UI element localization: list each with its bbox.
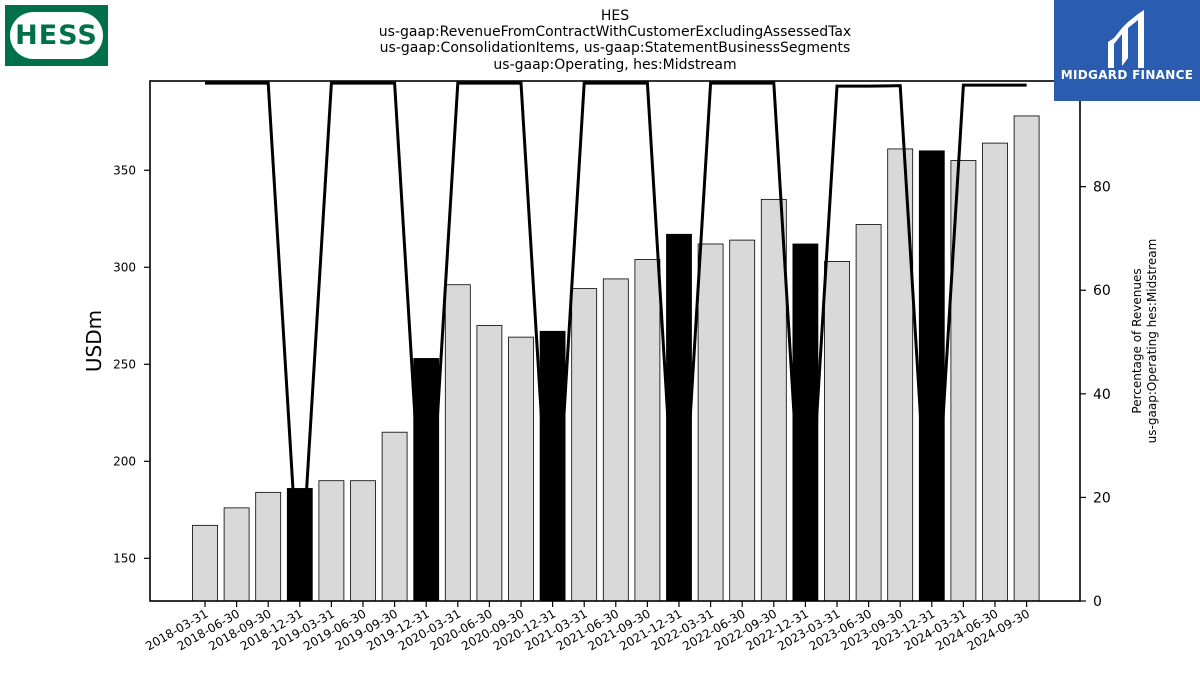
- midgard-finance-logo: MIDGARD FINANCE: [1054, 0, 1200, 101]
- y-left-tick-label-150: 150: [113, 551, 136, 565]
- y-right-tick-label-40: 40: [1093, 387, 1111, 403]
- bar-2021-12-31: [666, 233, 692, 602]
- percentage-line: [205, 81, 1027, 602]
- y-left-tick-label-300: 300: [113, 260, 136, 274]
- title-line-1: HES: [601, 8, 629, 24]
- bar-2022-06-30: [729, 239, 756, 602]
- hess-logo: HESS: [5, 5, 108, 66]
- bar-2018-06-30: [223, 507, 250, 602]
- bar-2022-03-31: [697, 243, 724, 602]
- bar-2022-09-30: [760, 198, 787, 602]
- y-right-tick-label-0: 0: [1093, 594, 1102, 610]
- bar-2023-12-31: [918, 150, 945, 602]
- y-left-tick-label-200: 200: [113, 454, 136, 468]
- y-axis-left: 150 200 250 300 350: [113, 163, 150, 565]
- bar-2021-06-30: [602, 278, 629, 602]
- bar-2022-12-31: [792, 243, 819, 602]
- bar-2018-03-31: [192, 524, 218, 602]
- bar-2020-06-30: [476, 325, 503, 602]
- bar-2023-03-31: [824, 261, 850, 602]
- y-left-tick-label-250: 250: [113, 357, 136, 371]
- y-right-tick-label-80: 80: [1093, 180, 1111, 196]
- bar-2020-09-30: [508, 336, 534, 602]
- bar-2018-09-30: [255, 491, 282, 602]
- bar-2021-03-31: [571, 288, 598, 602]
- chart-title: HES us-gaap:RevenueFromContractWithCusto…: [379, 8, 851, 73]
- bar-2019-06-30: [350, 480, 376, 602]
- hess-logo-badge: [10, 12, 103, 59]
- y-axis-right-label-line-1: Percentage of Revenues: [1130, 268, 1144, 413]
- percentage-line-series: [205, 81, 1027, 602]
- y-left-tick-label-350: 350: [113, 163, 136, 177]
- hess-logo-wordmark: HESS: [15, 20, 98, 51]
- title-line-2: us-gaap:RevenueFromContractWithCustomerE…: [379, 24, 851, 40]
- midgard-logo-wordmark: MIDGARD FINANCE: [1060, 68, 1194, 82]
- bar-2024-09-30: [1013, 115, 1040, 602]
- title-line-4: us-gaap:Operating, hes:Midstream: [493, 57, 736, 73]
- y-axis-right: 020406080100: [1080, 76, 1120, 610]
- y-axis-right-label-line-2: us-gaap:Operating hes:Midstream: [1145, 239, 1159, 444]
- bar-2023-06-30: [855, 224, 882, 602]
- bar-2021-09-30: [634, 259, 661, 602]
- y-axis-left-label: USDm: [82, 310, 106, 372]
- plot-frame: [149, 80, 1081, 602]
- y-axis-right-label: Percentage of Revenues us-gaap:Operating…: [1130, 239, 1159, 444]
- y-right-tick-label-20: 20: [1093, 490, 1111, 506]
- x-axis: 2018-03-312018-06-302018-09-302018-12-31…: [143, 601, 1032, 653]
- y-right-tick-label-60: 60: [1093, 283, 1111, 299]
- title-line-3: us-gaap:ConsolidationItems, us-gaap:Stat…: [380, 40, 851, 56]
- bar-series: [192, 115, 1040, 602]
- bar-2019-09-30: [381, 431, 408, 602]
- bar-2019-03-31: [318, 480, 345, 602]
- midgard-logo-mark-icon: [1108, 10, 1144, 68]
- bar-2020-03-31: [444, 284, 471, 602]
- bar-2024-06-30: [982, 142, 1008, 602]
